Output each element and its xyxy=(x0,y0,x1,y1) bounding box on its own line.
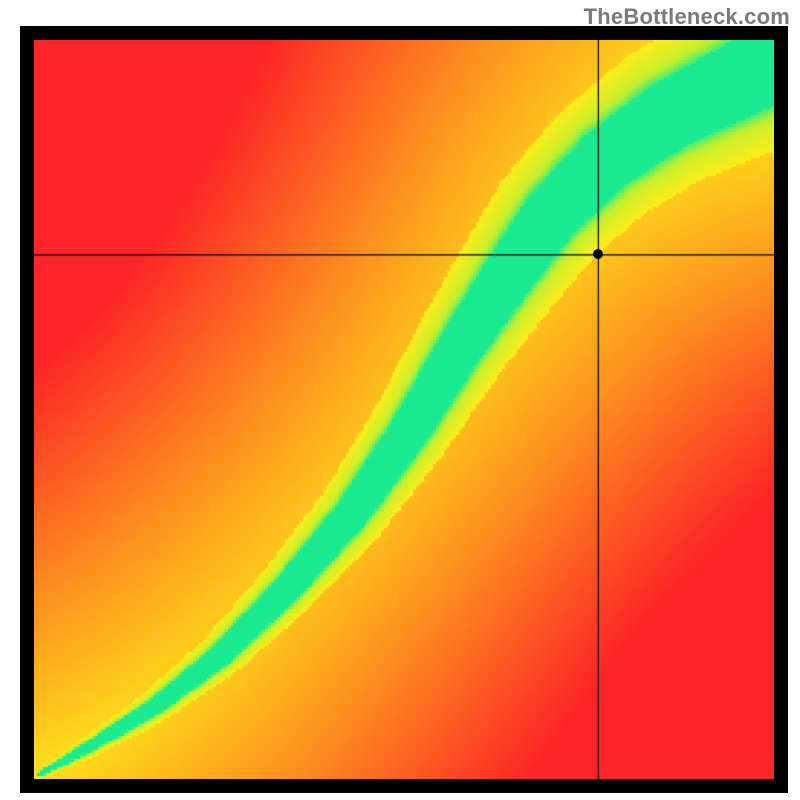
chart-container: TheBottleneck.com xyxy=(0,0,800,800)
chart-border xyxy=(20,26,788,793)
result-marker xyxy=(593,249,603,259)
